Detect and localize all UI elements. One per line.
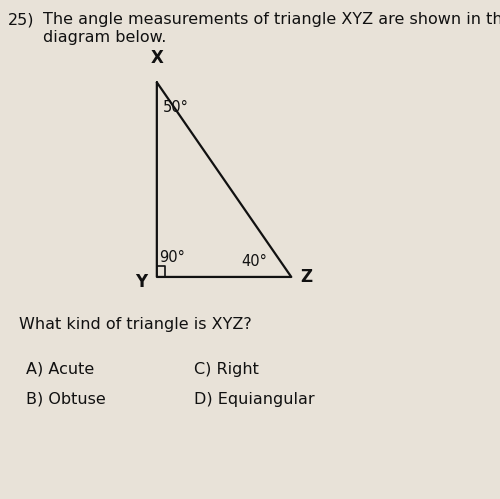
Text: B) Obtuse: B) Obtuse xyxy=(26,392,106,407)
Text: 40°: 40° xyxy=(241,254,266,269)
Text: X: X xyxy=(150,49,164,67)
Text: Y: Y xyxy=(136,273,147,291)
Text: 25): 25) xyxy=(8,12,34,27)
Text: A) Acute: A) Acute xyxy=(26,362,94,377)
Text: 50°: 50° xyxy=(162,100,188,115)
Text: What kind of triangle is XYZ?: What kind of triangle is XYZ? xyxy=(18,317,252,332)
Text: 90°: 90° xyxy=(160,250,186,265)
Text: Z: Z xyxy=(300,268,312,286)
Text: D) Equiangular: D) Equiangular xyxy=(194,392,315,407)
Text: C) Right: C) Right xyxy=(194,362,259,377)
Text: The angle measurements of triangle XYZ are shown in the
diagram below.: The angle measurements of triangle XYZ a… xyxy=(43,12,500,45)
